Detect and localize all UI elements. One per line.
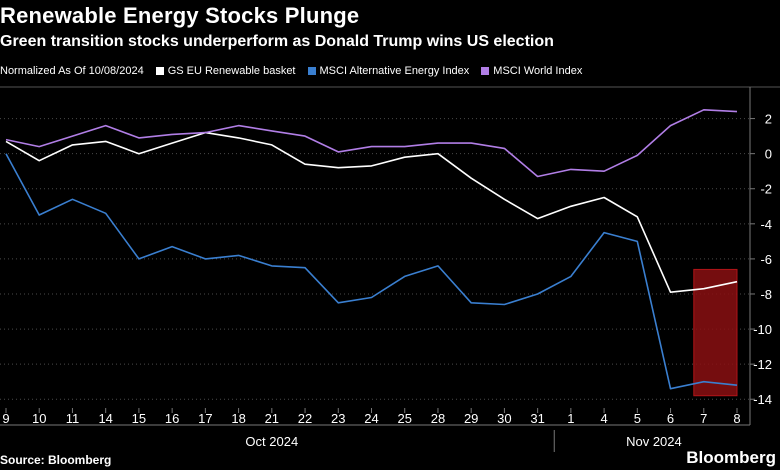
y-tick-label-0: 2 [765, 112, 772, 127]
legend-note-label: Normalized As Of 10/08/2024 [0, 65, 144, 77]
x-tick-label-7: 18 [231, 411, 245, 426]
legend-swatch-msci-alt-energy [307, 67, 316, 75]
x-tick-label-11: 24 [364, 411, 378, 426]
x-tick-label-13: 28 [431, 411, 445, 426]
legend-label-msci-alt-energy: MSCI Alternative Energy Index [319, 65, 470, 77]
x-tick-label-16: 31 [530, 411, 544, 426]
legend-swatch-gs-eu-renewable [155, 67, 164, 75]
x-tick-label-14: 29 [464, 411, 478, 426]
y-tick-label-6: -10 [753, 322, 772, 337]
legend-item-msci-alt-energy: MSCI Alternative Energy Index [307, 65, 470, 77]
x-tick-label-15: 30 [497, 411, 511, 426]
x-tick-label-2: 11 [66, 411, 80, 426]
chart-title: Renewable Energy Stocks Plunge [0, 3, 360, 28]
y-tick-label-2: -2 [760, 182, 772, 197]
legend-note: Normalized As Of 10/08/2024 [0, 65, 144, 77]
month-label-0: Oct 2024 [245, 434, 298, 449]
x-tick-label-3: 14 [98, 411, 112, 426]
legend-label-msci-world: MSCI World Index [493, 65, 583, 77]
x-tick-label-4: 15 [132, 411, 146, 426]
legend: Normalized As Of 10/08/2024 GS EU Renewa… [0, 64, 594, 78]
y-tick-label-3: -4 [760, 217, 772, 232]
x-tick-label-9: 22 [298, 411, 312, 426]
x-tick-label-0: 9 [2, 411, 9, 426]
x-tick-label-10: 23 [331, 411, 345, 426]
series-line-0 [5, 131, 738, 294]
month-label-1: Nov 2024 [626, 434, 682, 449]
legend-item-gs-eu-renewable: GS EU Renewable basket [155, 65, 296, 77]
x-tick-label-17: 1 [567, 411, 574, 426]
x-tick-label-1: 10 [32, 411, 46, 426]
legend-swatch-msci-world [481, 67, 490, 75]
bloomberg-logo: Bloomberg [686, 448, 776, 467]
source-note: Source: Bloomberg [0, 453, 112, 467]
x-tick-label-12: 25 [397, 411, 411, 426]
x-tick-label-19: 5 [634, 411, 641, 426]
x-tick-label-18: 4 [600, 411, 607, 426]
x-tick-label-21: 7 [700, 411, 707, 426]
y-tick-label-5: -8 [760, 287, 772, 302]
x-tick-label-6: 17 [198, 411, 212, 426]
x-tick-label-22: 8 [733, 411, 740, 426]
legend-item-msci-world: MSCI World Index [481, 65, 582, 77]
series-line-1 [5, 153, 738, 390]
legend-label-gs-eu-renewable: GS EU Renewable basket [167, 65, 296, 77]
chart-subtitle: Green transition stocks underperform as … [0, 33, 554, 50]
x-tick-label-8: 21 [265, 411, 279, 426]
x-tick-label-20: 6 [667, 411, 674, 426]
y-tick-label-8: -14 [753, 392, 772, 407]
y-tick-label-7: -12 [753, 357, 772, 372]
election-highlight-box [693, 268, 738, 397]
series-line-2 [5, 109, 738, 178]
y-tick-label-4: -6 [760, 252, 772, 267]
y-tick-label-1: 0 [765, 147, 772, 162]
x-tick-label-5: 16 [165, 411, 179, 426]
